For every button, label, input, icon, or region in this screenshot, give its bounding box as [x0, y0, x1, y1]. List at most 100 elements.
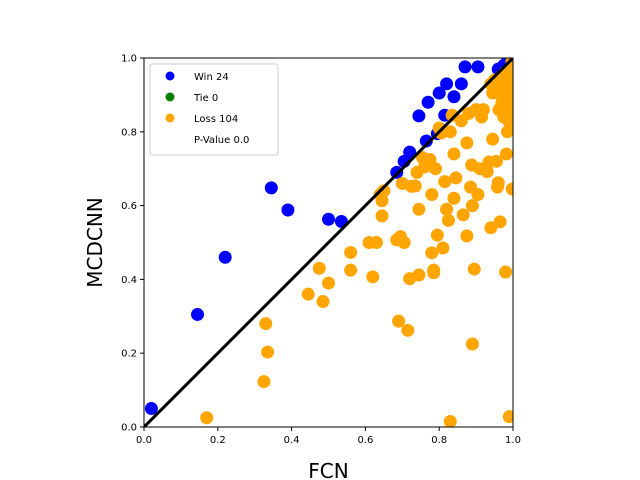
- loss-point: [427, 263, 441, 277]
- loss-point: [502, 410, 513, 424]
- x-tick-label: 0.4: [284, 435, 300, 446]
- loss-point: [369, 236, 383, 249]
- x-tick-label: 1.0: [505, 435, 521, 446]
- legend-label: Win 24: [194, 72, 229, 83]
- win-point: [454, 77, 468, 91]
- loss-point: [465, 337, 479, 351]
- win-point: [419, 134, 433, 148]
- loss-point: [438, 175, 452, 189]
- win-point: [440, 77, 454, 91]
- y-tick-label: 0.4: [121, 275, 137, 286]
- loss-point: [465, 199, 479, 213]
- win-point: [412, 109, 426, 123]
- loss-point: [456, 208, 470, 222]
- win-point: [432, 86, 446, 100]
- plot-frame: [143, 57, 514, 428]
- loss-point: [506, 77, 513, 91]
- loss-point: [200, 411, 214, 425]
- loss-point: [425, 188, 439, 202]
- loss-point: [443, 414, 457, 427]
- y-tick-label: 0.8: [121, 127, 137, 138]
- loss-point: [259, 317, 273, 331]
- loss-point: [344, 263, 358, 277]
- loss-point: [401, 323, 415, 337]
- loss-point: [257, 375, 271, 389]
- y-axis-title: MCDCNN: [83, 197, 107, 288]
- x-tick-label: 0.0: [136, 435, 152, 446]
- loss-point: [392, 314, 406, 328]
- loss-point: [447, 191, 461, 205]
- win-point: [421, 95, 435, 109]
- loss-point: [467, 262, 481, 276]
- loss-point: [460, 229, 474, 243]
- diagonal-line: [144, 58, 513, 427]
- loss-point: [476, 103, 490, 117]
- loss-point: [499, 265, 513, 279]
- win-point: [458, 60, 472, 74]
- win-point: [218, 250, 232, 264]
- loss-point: [489, 154, 503, 168]
- legend: Win 24 Tie 0 Loss 104 P-Value 0.0: [149, 63, 279, 156]
- loss-point: [412, 202, 426, 216]
- loss-point: [484, 221, 498, 235]
- y-tick-label: 1.0: [121, 54, 137, 65]
- x-tick-label: 0.6: [357, 435, 373, 446]
- loss-point: [377, 184, 391, 198]
- loss-point: [430, 228, 444, 242]
- loss-point: [261, 345, 275, 359]
- loss-point: [436, 241, 450, 255]
- loss-point: [429, 162, 443, 176]
- loss-point: [301, 287, 315, 301]
- legend-marker: [165, 92, 175, 102]
- y-axis-ticks: 0.0 0.2 0.4 0.6 0.8 1.0: [121, 54, 144, 434]
- legend-box: [149, 63, 279, 156]
- legend-label: Loss 104: [194, 114, 238, 125]
- loss-point: [506, 103, 513, 117]
- loss-point: [316, 295, 330, 309]
- loss-point: [449, 171, 463, 185]
- loss-point: [486, 132, 500, 146]
- x-axis-title: FCN: [308, 459, 348, 480]
- loss-point: [471, 188, 485, 202]
- y-tick-label: 0.0: [121, 423, 137, 434]
- x-tick-label: 0.8: [431, 435, 447, 446]
- loss-point: [344, 245, 358, 259]
- loss-point: [412, 268, 426, 282]
- win-point: [403, 145, 417, 159]
- loss-point: [425, 246, 439, 260]
- win-point: [264, 181, 278, 195]
- loss-point: [447, 147, 461, 161]
- y-tick-label: 0.2: [121, 349, 137, 360]
- loss-point: [408, 179, 422, 193]
- win-point: [191, 307, 204, 321]
- loss-point: [441, 213, 455, 227]
- plot-marks: [144, 58, 513, 427]
- loss-point: [504, 121, 513, 135]
- loss-point: [366, 270, 380, 284]
- loss-point: [493, 215, 507, 229]
- loss-point: [491, 176, 505, 190]
- loss-point: [397, 236, 411, 249]
- loss-point: [440, 202, 454, 216]
- legend-marker: [165, 71, 175, 81]
- win-point: [471, 60, 485, 74]
- loss-point: [505, 90, 513, 104]
- x-axis-ticks: 0.0 0.2 0.4 0.6 0.8 1.0: [136, 427, 521, 446]
- win-point: [144, 402, 158, 416]
- loss-point: [499, 147, 513, 161]
- loss-point: [312, 261, 326, 275]
- loss-point: [460, 136, 474, 150]
- legend-label: P-Value 0.0: [194, 135, 249, 146]
- legend-marker: [165, 113, 175, 123]
- win-point: [322, 212, 335, 226]
- win-point: [447, 90, 461, 104]
- loss-point: [505, 182, 513, 196]
- loss-point: [375, 194, 389, 208]
- win-point: [281, 203, 295, 217]
- y-tick-label: 0.6: [121, 201, 137, 212]
- loss-point: [322, 276, 335, 290]
- x-tick-label: 0.2: [210, 435, 226, 446]
- loss-point: [443, 125, 457, 139]
